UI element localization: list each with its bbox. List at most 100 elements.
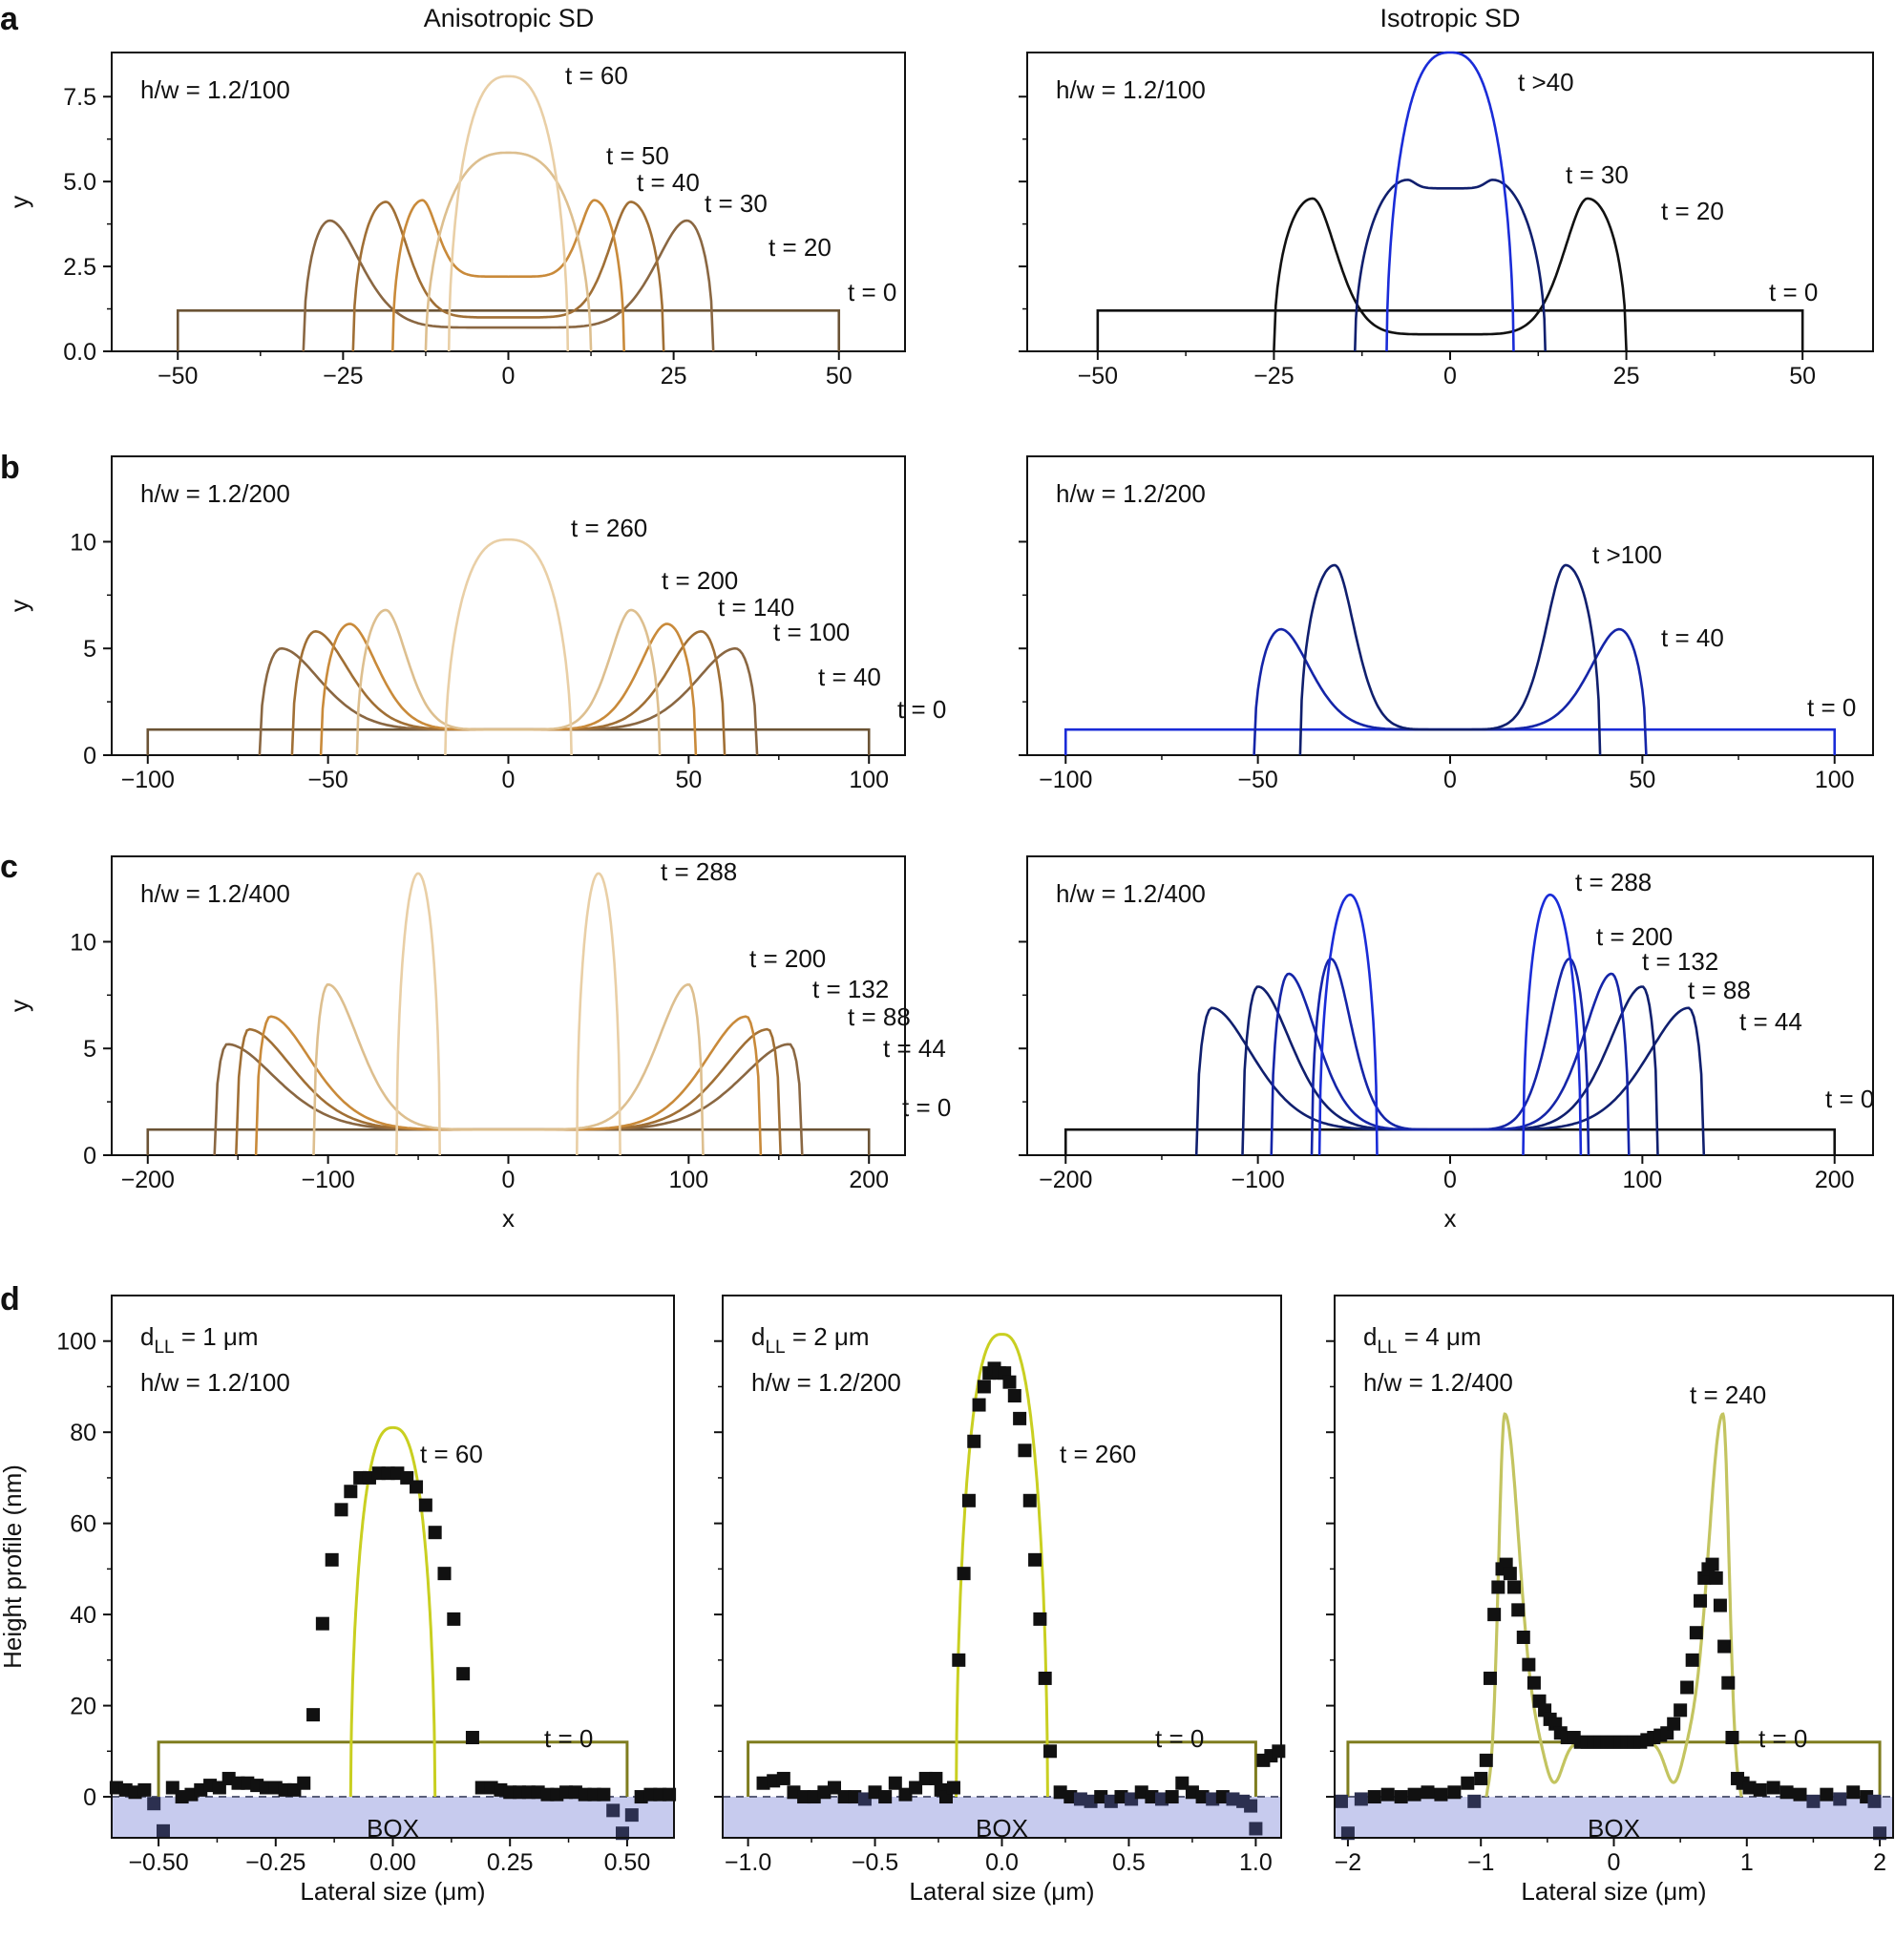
dll-value: = 4 μm: [1398, 1322, 1482, 1351]
data-point: [1447, 1785, 1462, 1800]
x-tick-label: 0: [502, 363, 516, 390]
dll-annotation: dLL = 1 μm: [140, 1322, 259, 1358]
x-tick-label: 50: [675, 767, 702, 793]
data-point: [428, 1526, 442, 1540]
data-point: [137, 1782, 152, 1797]
x-tick-label: 0: [1443, 363, 1457, 390]
series-line-t-40: [258, 646, 759, 756]
series-label: t = 40: [818, 663, 881, 691]
x-axis-label: Lateral size (μm): [909, 1877, 1094, 1906]
series-line-t-60: [447, 74, 570, 352]
data-point: [1033, 1612, 1047, 1626]
sim-initial-rect: [157, 1740, 629, 1798]
dll-symbol: d: [140, 1322, 154, 1351]
data-point: [1185, 1785, 1199, 1800]
data-point: [1007, 1389, 1021, 1403]
data-point: [1215, 1790, 1230, 1804]
data-point: [848, 1790, 862, 1804]
series-line-t-100: [1298, 563, 1602, 756]
series-line-t-200: [1310, 957, 1590, 1156]
data-point: [1674, 1703, 1688, 1718]
y-tick-label: 10: [70, 929, 96, 956]
y-axis-label: Height profile (nm): [0, 1465, 27, 1669]
sim-initial-label: t = 0: [544, 1724, 593, 1753]
data-point: [1421, 1785, 1435, 1800]
data-point: [1833, 1792, 1847, 1806]
data-point: [1487, 1608, 1502, 1622]
data-point: [325, 1552, 339, 1567]
series-line-t-0: [146, 727, 871, 755]
series-label: t = 132: [1642, 947, 1718, 976]
dll-subscript: LL: [765, 1338, 785, 1358]
data-point: [624, 1808, 639, 1823]
x-tick-label: −50: [307, 767, 347, 793]
data-point: [1685, 1653, 1699, 1667]
data-point: [1873, 1826, 1887, 1841]
ratio-annotation: h/w = 1.2/100: [140, 1368, 290, 1397]
series-line-t-288: [395, 872, 621, 1156]
x-tick-label: −1: [1467, 1849, 1495, 1876]
y-axis-label: y: [5, 1000, 33, 1012]
data-point: [817, 1785, 832, 1800]
data-point: [437, 1567, 452, 1581]
dll-symbol: d: [1363, 1322, 1377, 1351]
data-point: [1461, 1776, 1475, 1790]
data-point: [306, 1708, 321, 1722]
data-point: [1680, 1680, 1695, 1695]
data-point: [961, 1493, 976, 1507]
data-point: [418, 1498, 432, 1512]
series-line-t-50: [424, 151, 593, 352]
data-point: [1713, 1598, 1727, 1612]
data-point: [1367, 1790, 1381, 1804]
x-tick-label: −200: [121, 1167, 175, 1193]
sim-curve-label: t = 240: [1690, 1380, 1766, 1409]
x-tick-label: −100: [121, 767, 175, 793]
data-point: [1063, 1790, 1078, 1804]
x-tick-label: 50: [1789, 363, 1816, 390]
y-axis-label: y: [5, 600, 33, 612]
data-point: [1820, 1787, 1834, 1802]
data-point: [1226, 1792, 1240, 1806]
series-label: t = 140: [718, 593, 794, 622]
data-point: [1483, 1671, 1497, 1685]
x-tick-label: 25: [661, 363, 687, 390]
x-tick-label: 0.0: [985, 1849, 1019, 1876]
y-tick-label: 5: [83, 1036, 96, 1063]
x-tick-label: 25: [1613, 363, 1640, 390]
data-point: [776, 1771, 790, 1785]
x-tick-label: 50: [1629, 767, 1655, 793]
x-tick-label: −200: [1039, 1167, 1092, 1193]
series-line-t-260: [444, 537, 573, 756]
data-point: [297, 1776, 311, 1790]
data-point: [878, 1790, 893, 1804]
panel-letter-a: a: [0, 1, 19, 37]
data-point: [1272, 1744, 1286, 1759]
data-point: [787, 1785, 801, 1800]
y-tick-label: 0: [83, 1784, 96, 1811]
data-point: [929, 1771, 943, 1785]
x-tick-label: 0.25: [487, 1849, 534, 1876]
data-point: [967, 1434, 981, 1448]
series-line-t-0: [1063, 1128, 1837, 1155]
sim-curve-label: t = 260: [1060, 1440, 1136, 1468]
x-tick-label: −25: [1253, 363, 1294, 390]
x-tick-label: −50: [1237, 767, 1277, 793]
data-point: [1846, 1785, 1861, 1800]
series-label: t = 20: [769, 233, 832, 262]
data-point: [1175, 1776, 1190, 1790]
data-point: [1527, 1675, 1541, 1690]
series-line-t-140: [319, 622, 698, 756]
x-tick-label: −1.0: [725, 1849, 771, 1876]
data-point: [147, 1797, 161, 1811]
ratio-annotation: h/w = 1.2/100: [1056, 75, 1206, 104]
data-point: [888, 1776, 902, 1790]
data-point: [1867, 1794, 1882, 1808]
series-label: t = 0: [1807, 693, 1856, 722]
data-point: [797, 1790, 811, 1804]
x-tick-label: −25: [323, 363, 363, 390]
series-label: t = 60: [565, 61, 628, 90]
